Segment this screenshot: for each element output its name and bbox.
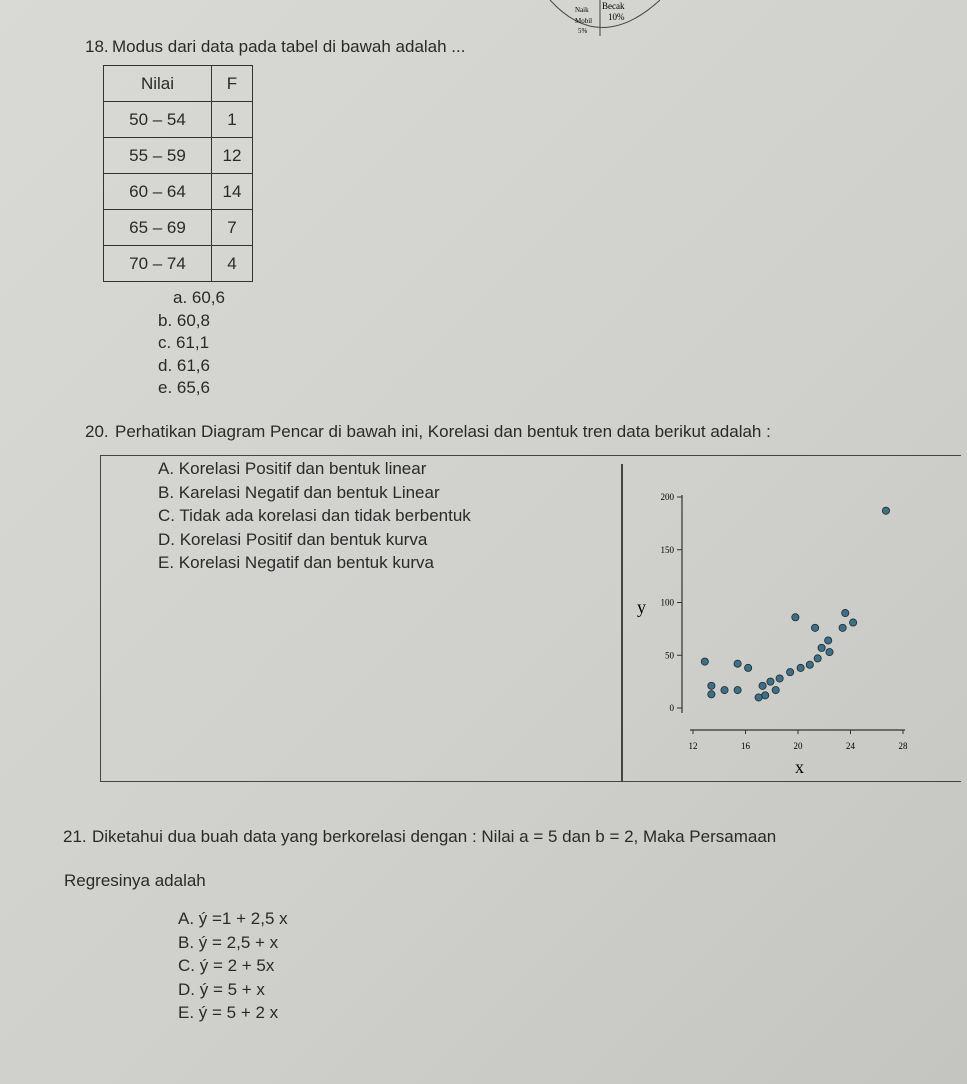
- x-tick-label: 28: [899, 741, 909, 751]
- scatter-point: [849, 618, 858, 627]
- table-row: 50 – 54 1: [103, 101, 253, 138]
- answer-option: B. Karelasi Negatif dan bentuk Linear: [158, 482, 440, 502]
- table-cell: 7: [211, 209, 253, 246]
- x-tick-label: 20: [794, 741, 804, 751]
- scatter-point: [825, 648, 834, 657]
- table-cell: 14: [211, 173, 253, 210]
- table-cell: 1: [211, 101, 253, 138]
- answer-option: a. 60,6: [173, 288, 225, 307]
- answer-option: b. 60,8: [158, 310, 210, 330]
- table-row: 55 – 59 12: [103, 137, 253, 174]
- question-number: 21.: [63, 827, 87, 846]
- scatter-point: [791, 613, 800, 622]
- answer-option: E. ý = 5 + 2 x: [178, 1003, 279, 1022]
- answer-option: d. 61,6: [158, 355, 210, 375]
- scatter-point: [811, 623, 820, 632]
- question-text: Regresinya adalah: [64, 871, 206, 890]
- answer-option: D. ý = 5 + x: [178, 979, 265, 999]
- y-tick-label: 100: [661, 598, 675, 608]
- scatter-point: [766, 677, 775, 686]
- scatter-point: [744, 663, 753, 672]
- answer-box: [100, 455, 961, 782]
- answer-option: A. Korelasi Positif dan bentuk linear: [158, 459, 427, 478]
- table-cell: 50 – 54: [103, 101, 212, 138]
- scatter-point: [775, 674, 784, 683]
- scatter-point: [733, 686, 742, 695]
- scatter-point: [761, 691, 770, 700]
- question-text: Diketahui dua buah data yang berkorelasi…: [92, 827, 777, 846]
- pie-label: 5%: [578, 27, 588, 35]
- scatter-point: [733, 659, 742, 668]
- answer-option: B. ý = 2,5 + x: [178, 932, 279, 952]
- frequency-table: Nilai F 50 – 54 1 55 – 59 12 60 – 64 14 65 – 69…: [103, 65, 253, 282]
- scatter-point: [754, 693, 763, 702]
- scatter-point: [813, 654, 822, 663]
- y-tick-label: 50: [665, 650, 675, 660]
- table-cell: 65 – 69: [103, 209, 212, 246]
- scatter-point: [707, 681, 716, 690]
- table-cell: 55 – 59: [103, 137, 212, 174]
- x-tick-label: 16: [741, 741, 751, 751]
- table-row: 70 – 74 4: [103, 245, 253, 282]
- scatter-point: [881, 506, 890, 515]
- scatter-point: [771, 686, 780, 695]
- scatter-point: [838, 623, 847, 632]
- pie-label: Mobil: [575, 17, 592, 25]
- scatter-point: [841, 609, 850, 618]
- question-text: Modus dari data pada tabel di bawah adal…: [112, 37, 466, 56]
- answer-option: D. Korelasi Positif dan bentuk kurva: [158, 529, 428, 549]
- x-tick-label: 24: [846, 741, 856, 751]
- table-row: 60 – 64 14: [103, 173, 253, 210]
- y-axis-label: y: [637, 597, 646, 617]
- scatter-point: [758, 681, 767, 690]
- pie-label: Becak: [602, 1, 625, 11]
- scatter-point: [786, 668, 795, 677]
- question-number: 20.: [85, 422, 109, 441]
- answer-option: C. Tidak ada korelasi dan tidak berbentu…: [158, 506, 471, 525]
- scatter-point: [707, 690, 716, 699]
- table-cell: 60 – 64: [103, 173, 212, 210]
- pie-label: 10%: [608, 12, 625, 22]
- table-header: F: [211, 65, 253, 102]
- scatter-point: [796, 663, 805, 672]
- table-cell: 70 – 74: [103, 245, 212, 282]
- pie-fragment: Becak 10% Naik Mobil 5%: [549, 0, 661, 36]
- y-tick-label: 200: [661, 492, 675, 502]
- scatter-point: [720, 686, 729, 695]
- scatter-point: [805, 660, 814, 669]
- question-number: 18.: [85, 37, 109, 56]
- scatter-point: [817, 643, 826, 652]
- x-tick-label: 12: [689, 741, 698, 751]
- answer-option: C. ý = 2 + 5x: [178, 956, 275, 975]
- answer-option: E. Korelasi Negatif dan bentuk kurva: [158, 553, 434, 572]
- table-row: 65 – 69 7: [103, 209, 253, 246]
- answer-option: A. ý =1 + 2,5 x: [178, 909, 288, 928]
- x-axis-label: x: [795, 757, 804, 777]
- table-header: Nilai: [103, 65, 212, 102]
- pie-edge: [549, 0, 661, 28]
- pie-label: Naik: [575, 6, 589, 14]
- y-tick-label: 150: [661, 545, 675, 555]
- table-cell: 4: [211, 245, 253, 282]
- scatter-point: [700, 657, 709, 666]
- question-text: Perhatikan Diagram Pencar di bawah ini, …: [115, 422, 771, 441]
- box-divider: [621, 464, 623, 781]
- answer-option: c. 61,1: [158, 333, 210, 352]
- table-cell: 12: [211, 137, 253, 174]
- scatter-point: [824, 636, 833, 645]
- y-tick-label: 0: [670, 703, 675, 713]
- answer-option: e. 65,6: [158, 378, 210, 397]
- scatter-chart: y x 0 50 100 150 200 12 16 20 24 28: [637, 492, 909, 777]
